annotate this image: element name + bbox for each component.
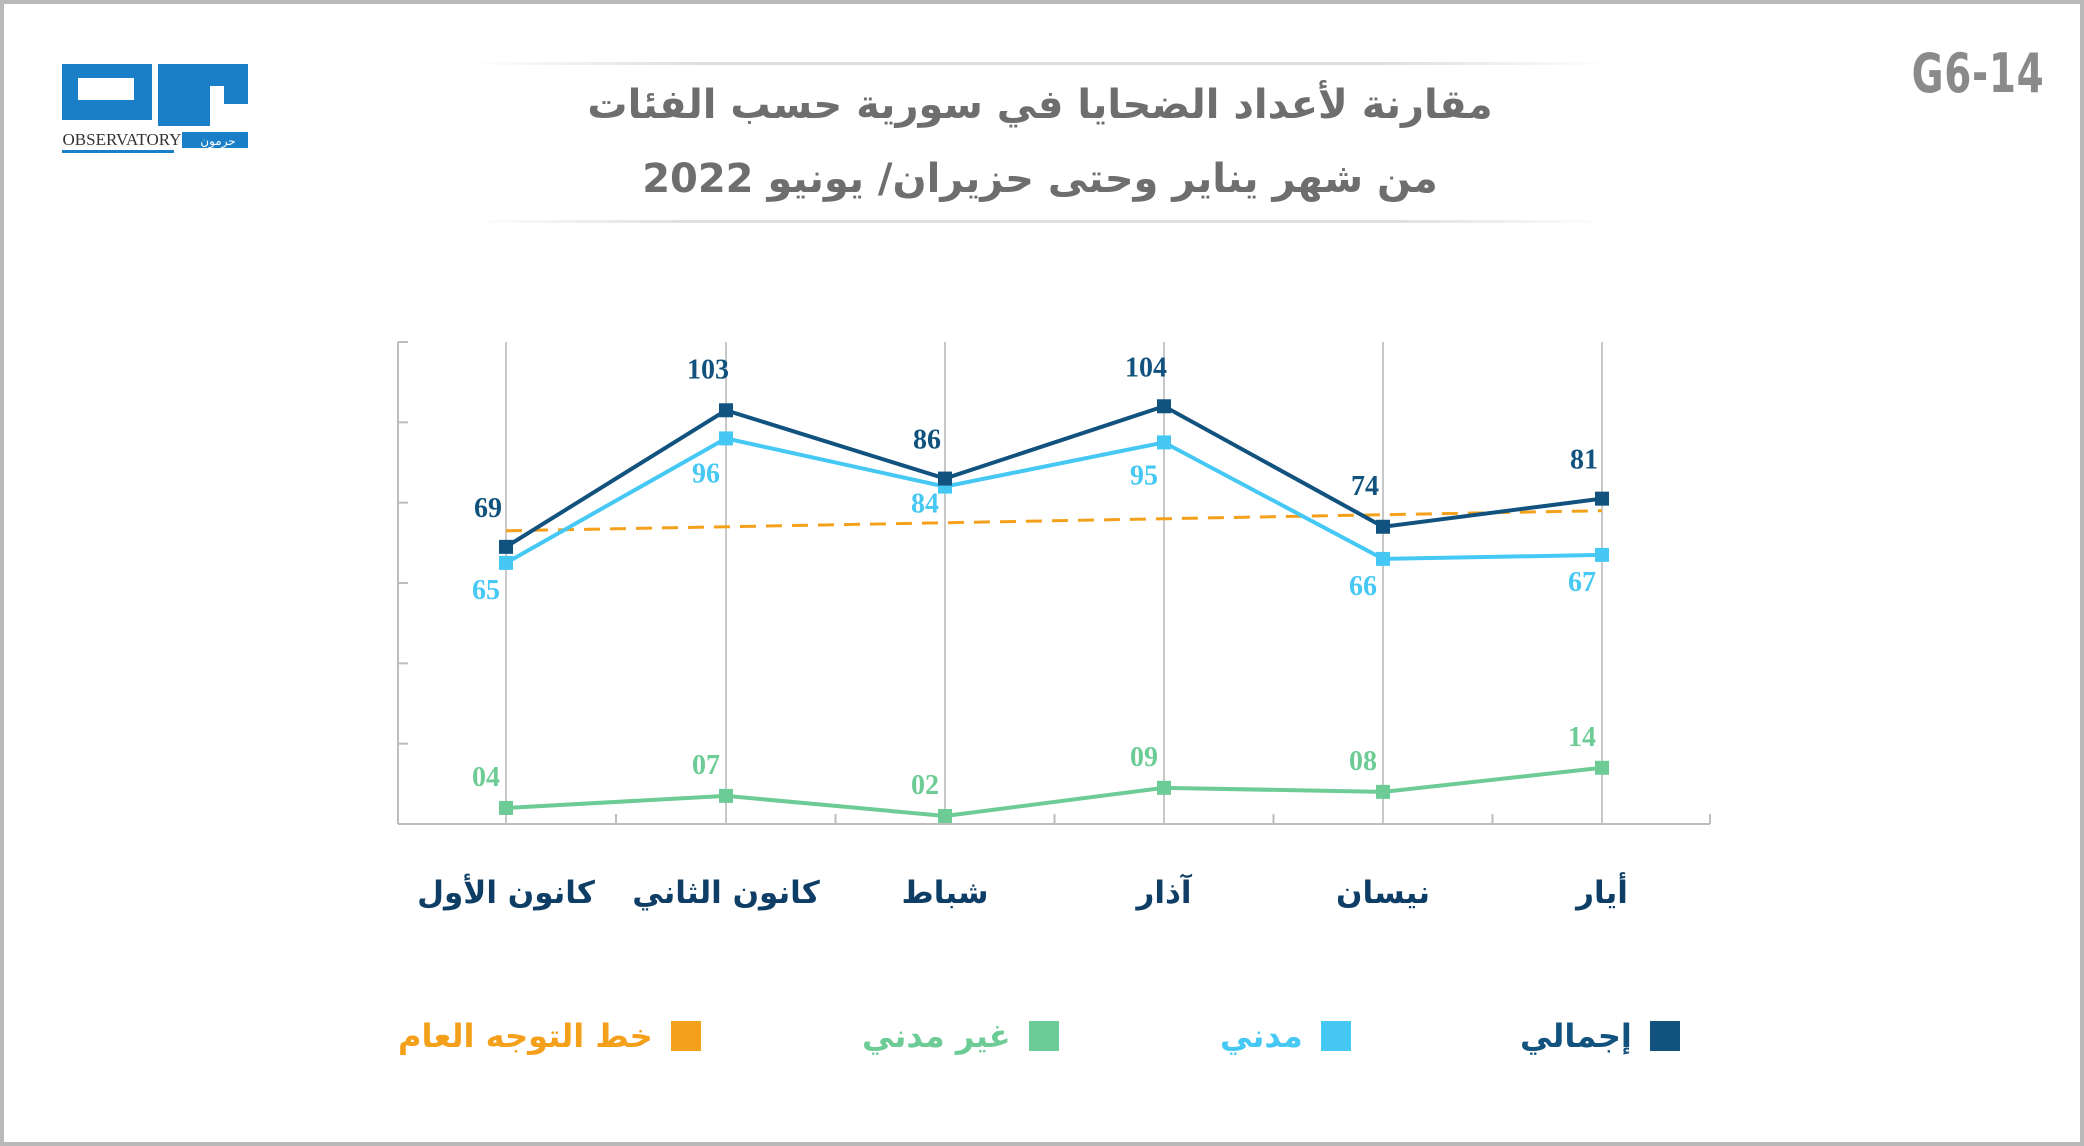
data-point-total (938, 471, 952, 486)
series-line-total (504, 404, 1603, 549)
data-label-civil: 67 (1568, 567, 1596, 598)
legend-item-total: إجمالي (1520, 1016, 1680, 1056)
legend-item-trend: خط التوجه العام (398, 1016, 701, 1056)
legend-swatch-trend (670, 1021, 701, 1051)
legend-swatch-civil (1320, 1021, 1351, 1051)
figure-code: G6-14 (1911, 42, 2044, 105)
legend-label-total: إجمالي (1520, 1017, 1632, 1055)
series-line-trend (505, 509, 1603, 533)
x-tick-label: أيار (1574, 872, 1628, 911)
data-point-civil (1157, 435, 1171, 450)
data-point-total (1595, 491, 1609, 506)
data-label-civil: 96 (692, 458, 720, 489)
data-label-noncivil: 04 (472, 762, 500, 793)
legend-swatch-total (1649, 1021, 1680, 1051)
data-label-civil: 66 (1349, 571, 1377, 602)
title-divider-top (470, 62, 1610, 65)
observatory-logo: حرمون OBSERVATORY (62, 64, 248, 153)
data-point-noncivil (499, 800, 513, 815)
data-point-civil (1595, 547, 1609, 562)
data-point-noncivil (1376, 784, 1390, 799)
legend-swatch-noncivil (1028, 1021, 1059, 1051)
data-point-civil (719, 431, 733, 446)
data-label-noncivil: 09 (1130, 742, 1158, 773)
legend-label-trend: خط التوجه العام (398, 1017, 653, 1055)
svg-text:OBSERVATORY: OBSERVATORY (63, 130, 182, 149)
data-point-noncivil (1157, 780, 1171, 795)
data-label-total: 104 (1125, 352, 1167, 383)
data-label-civil: 95 (1130, 460, 1158, 491)
legend-label-noncivil: غير مدني (862, 1017, 1011, 1055)
data-label-civil: 84 (911, 489, 939, 520)
data-label-total: 69 (474, 493, 502, 524)
data-label-civil: 65 (472, 575, 500, 606)
data-label-total: 74 (1351, 471, 1379, 502)
data-label-noncivil: 02 (911, 770, 939, 801)
data-label-total: 103 (687, 354, 729, 385)
chart-title: مقارنة لأعداد الضحايا في سورية حسب الفئا… (587, 82, 1493, 128)
x-tick-label: كانون الثاني (632, 875, 821, 911)
data-label-total: 86 (913, 425, 941, 456)
data-point-total (719, 403, 733, 418)
data-point-total (499, 539, 513, 554)
chart-subtitle: من شهر يناير وحتى حزيران/ يونيو 2022 (642, 156, 1438, 202)
data-label-noncivil: 14 (1568, 722, 1596, 753)
legend-item-noncivil: غير مدني (862, 1016, 1059, 1056)
data-point-civil (499, 555, 513, 570)
data-point-noncivil (1595, 760, 1609, 775)
x-tick-label: آذار (1134, 873, 1192, 911)
title-divider-bottom (470, 220, 1610, 223)
x-tick-label: شباط (902, 875, 989, 911)
data-point-total (1376, 519, 1390, 534)
data-point-noncivil (719, 788, 733, 803)
data-label-noncivil: 08 (1349, 746, 1377, 777)
svg-text:حرمون: حرمون (200, 134, 235, 149)
data-label-total: 81 (1570, 445, 1598, 476)
x-tick-label: نيسان (1336, 875, 1430, 911)
x-tick-label: كانون الأول (417, 873, 596, 911)
legend-item-civil: مدني (1220, 1016, 1351, 1056)
legend-label-civil: مدني (1220, 1017, 1303, 1055)
data-point-civil (1376, 551, 1390, 566)
series-line-noncivil (505, 765, 1603, 818)
series-line-civil (505, 436, 1603, 565)
data-label-noncivil: 07 (692, 750, 720, 781)
data-point-noncivil (938, 808, 952, 823)
data-point-total (1157, 399, 1171, 414)
